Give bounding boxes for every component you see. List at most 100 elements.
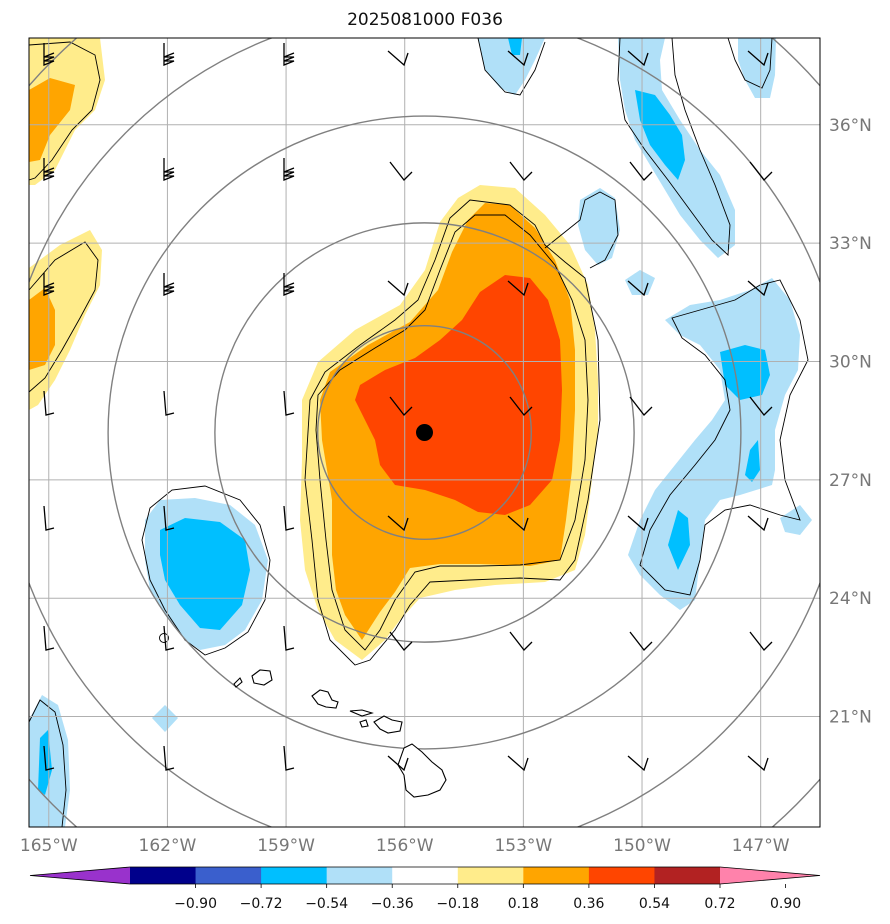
longitude-labels: 165°W 162°W 159°W 156°W 153°W 150°W 147°W [20,836,790,856]
wind-barb [629,631,653,651]
wind-barb [389,161,413,181]
latitude-labels: 36°N 33°N 30°N 27°N 24°N 21°N [829,116,872,728]
wind-barb [283,43,295,66]
contour-nw [29,41,101,181]
wind-barb [387,280,409,297]
wind-barb [283,158,295,181]
wind-barb [509,161,533,181]
contour-mid [544,191,619,269]
colorbar-segment [195,867,262,884]
wind-barb [163,43,175,66]
wind-barb [43,745,55,771]
wind-barb [43,273,55,296]
coast-kauai [251,669,273,686]
latitude-tick-label: 21°N [829,708,872,728]
wind-barb [283,745,295,771]
longitude-tick-label: 165°W [20,836,78,856]
colorbar-segment [523,867,590,884]
wind-barb [749,631,773,651]
wind-barb [43,158,55,181]
colorbar-extend-min [30,867,130,884]
colorbar-segment [588,867,655,884]
latitude-tick-label: 24°N [829,589,872,609]
coast-molokai [349,709,374,717]
wind-barb [747,515,769,532]
colorbar-tick-label: 0.36 [573,896,604,912]
contour-sw2 [29,699,67,827]
colorbar-segment [654,867,721,884]
anomaly-cyan-n [508,38,522,55]
wind-barb [509,631,533,651]
wind-barb [283,625,295,651]
wind-barb [627,50,649,67]
range-ring [317,325,532,540]
colorbar-tick-label: 0.90 [770,896,801,912]
wind-barb [389,396,413,416]
latitude-tick-label: 36°N [829,116,872,136]
wind-barb [283,390,295,416]
anomaly-yellow-w [29,230,102,410]
colorbar-outline [29,866,821,885]
wind-barb [627,755,649,772]
wind-barb [507,515,529,532]
contour-sw [141,485,271,656]
coast-hawaii [397,743,447,798]
colorbar-tick-label: −0.18 [436,896,479,912]
coast-maui [373,715,403,734]
colorbar-segment [392,867,459,884]
storm-center-marker [416,424,433,441]
contour-n [477,38,546,96]
wind-barb [627,280,649,297]
wind-barb [629,161,653,181]
longitude-tick-label: 162°W [139,836,197,856]
wind-barb [747,280,769,297]
colorbar: −0.90 −0.72 −0.54 −0.36 −0.18 0.18 0.36 0.54 0.7… [29,866,821,912]
latitude-tick-label: 27°N [829,471,872,491]
colorbar-tick-label: 0.54 [639,896,670,912]
contour-main-inner [315,214,589,651]
wind-barb [43,390,55,416]
colorbar-tick-label: −0.72 [240,896,283,912]
wind-barb [507,50,529,67]
anomaly-cyan-e3 [668,510,690,570]
wind-barb [507,755,529,772]
colorbar-segment [326,867,393,884]
colorbar-tick-label: −0.36 [371,896,414,912]
anomaly-cyan-e2 [745,440,760,482]
wind-barb [163,273,175,296]
anomaly-red-main [355,275,562,515]
longitude-tick-label: 153°W [494,836,552,856]
colorbar-segment [261,867,328,884]
wind-barb [43,43,55,66]
wind-barb [163,390,175,416]
wind-barb [749,161,773,181]
anomaly-lightblue-ne2 [738,38,776,98]
map-gridlines [29,38,820,827]
contour-w [29,241,99,393]
range-ring [107,115,742,750]
wind-barb [163,158,175,181]
wind-barb [163,745,175,771]
positive-anomaly-shading [29,38,598,660]
wind-barb [163,625,175,651]
latitude-tick-label: 33°N [829,234,872,254]
longitude-tick-label: 150°W [613,836,671,856]
longitude-tick-label: 156°W [376,836,434,856]
wind-barb [629,396,653,416]
anomaly-cyan-ne [635,90,685,180]
wind-barb [747,755,769,772]
wind-barb [387,515,409,532]
colorbar-tick-label: 0.72 [704,896,735,912]
colorbar-tick-label: −0.90 [174,896,217,912]
wind-barb [163,505,175,531]
coast-niihau [233,677,243,688]
wind-barb [509,396,533,416]
contour-ne-b [727,38,773,89]
map-title: 2025081000 F036 [347,10,503,30]
longitude-tick-label: 159°W [257,836,315,856]
wind-barb [387,755,409,772]
anomaly-lightblue-tiny [625,270,655,295]
colorbar-segment [457,867,524,884]
longitude-tick-label: 147°W [732,836,790,856]
